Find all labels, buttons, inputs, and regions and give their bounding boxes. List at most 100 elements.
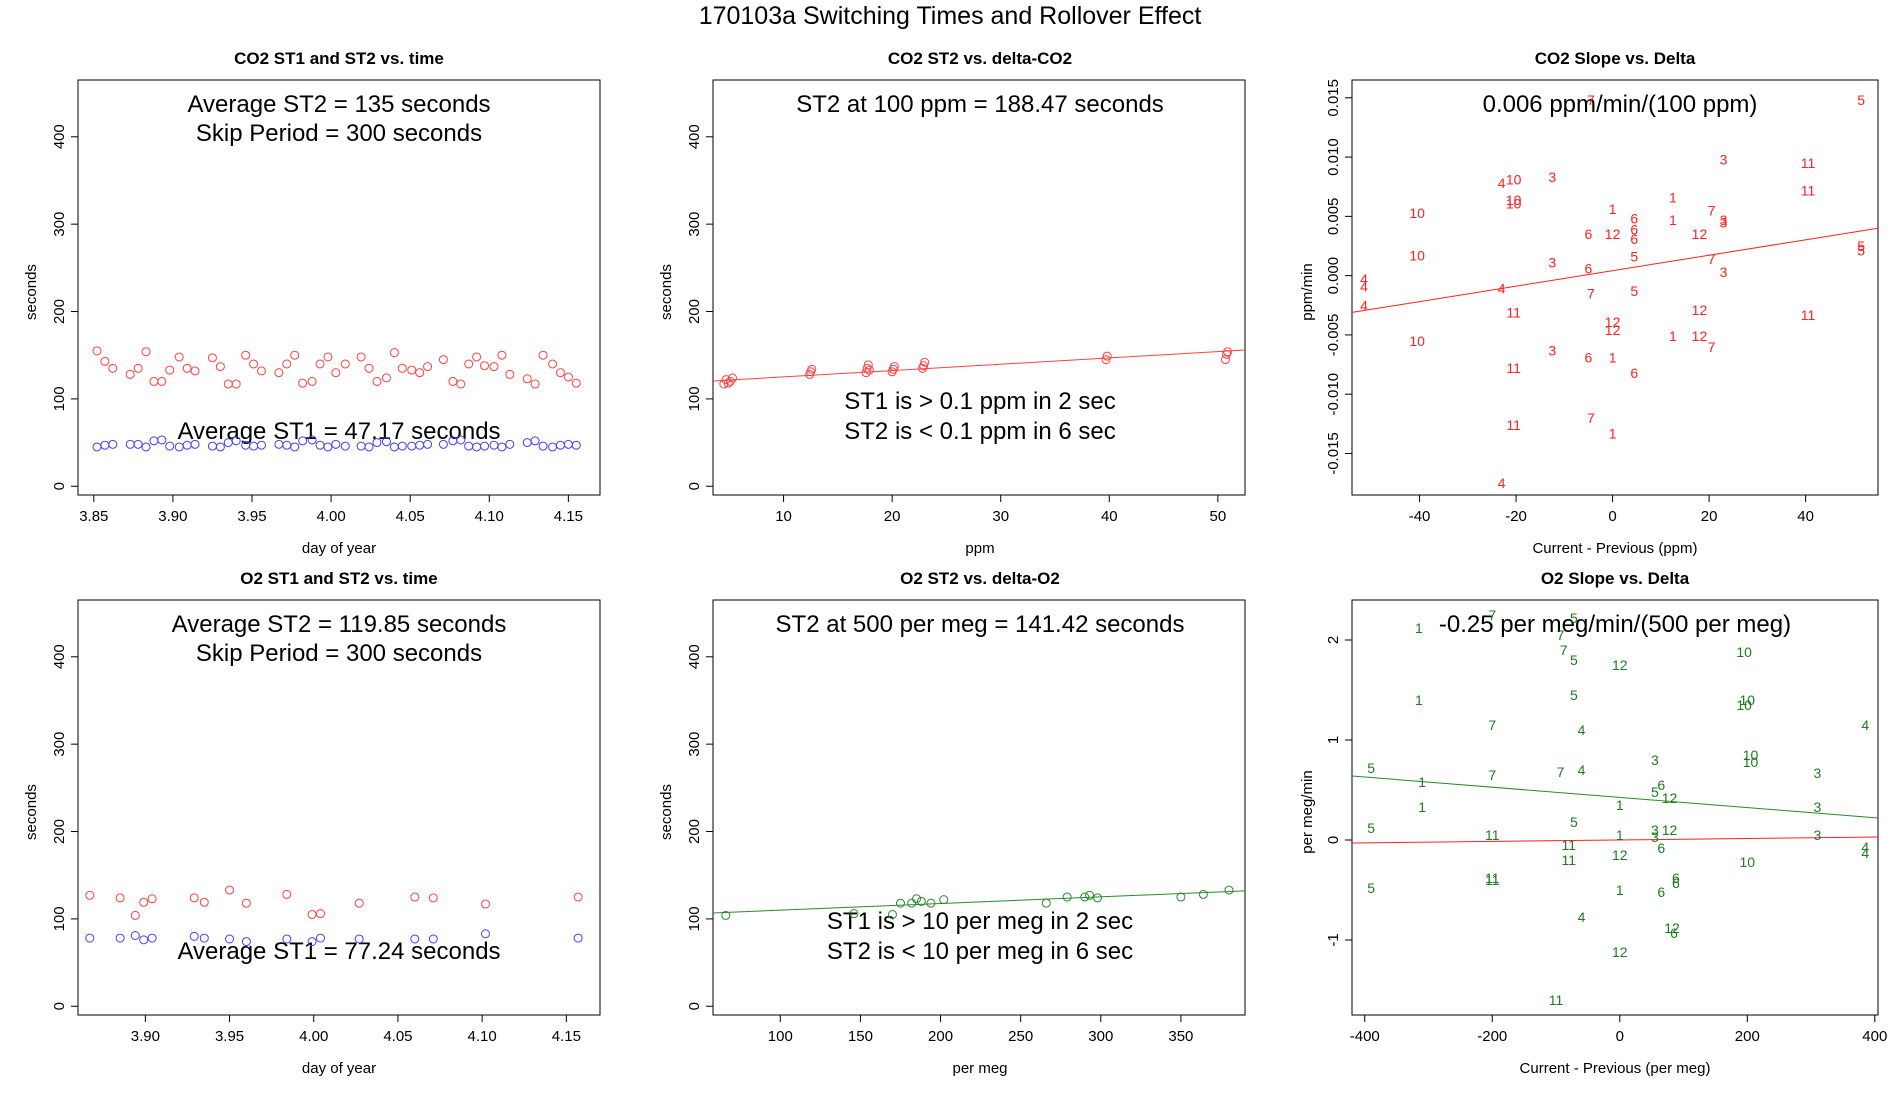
x-tick-label: 200 — [928, 1028, 953, 1045]
data-point-label: 4 — [1498, 281, 1506, 297]
panel-title: CO2 ST2 vs. delta-CO2 — [888, 49, 1072, 68]
data-point — [108, 363, 118, 373]
data-point — [571, 440, 581, 450]
panel-o2-st-time: O2 ST1 and ST2 vs. time Average ST2 = 11… — [0, 560, 633, 1100]
data-point — [863, 360, 873, 370]
data-point — [1224, 885, 1234, 895]
data-point — [497, 442, 507, 452]
x-tick-label: 3.85 — [79, 508, 108, 525]
plot-frame — [1351, 599, 1879, 1016]
data-point — [530, 436, 540, 446]
data-point-label: 1 — [1616, 827, 1624, 843]
data-point — [530, 379, 540, 389]
data-point — [497, 350, 507, 360]
data-point — [728, 373, 738, 383]
data-point — [331, 439, 341, 449]
fit-line — [1352, 775, 1878, 819]
y-tick-label: 200 — [51, 819, 68, 844]
panel-title: CO2 ST1 and ST2 vs. time — [234, 49, 444, 68]
data-point-label: 12 — [1612, 657, 1628, 673]
data-point — [1093, 893, 1103, 903]
data-point — [555, 440, 565, 450]
data-point-label: 4 — [1360, 271, 1368, 287]
y-tick-label: 2 — [1325, 636, 1342, 644]
data-point-label: 10 — [1506, 195, 1522, 211]
data-point-label: 5 — [1367, 880, 1375, 896]
panel-title: O2 Slope vs. Delta — [1541, 569, 1690, 588]
data-point — [919, 361, 929, 371]
data-point-label: 7 — [1587, 410, 1595, 426]
data-point-label: 7 — [1587, 285, 1595, 301]
data-point — [189, 893, 199, 903]
data-point — [428, 934, 438, 944]
x-tick-label: 4.05 — [383, 1028, 412, 1045]
data-point — [207, 353, 217, 363]
annotation-st1-threshold: ST1 is > 10 per meg in 2 sec — [827, 908, 1133, 935]
y-tick-label: 300 — [51, 732, 68, 757]
plot-area — [85, 885, 583, 947]
annotation-st2-at-100ppm: ST2 at 100 ppm = 188.47 seconds — [796, 91, 1164, 118]
data-point — [555, 368, 565, 378]
data-point — [133, 439, 143, 449]
data-point-label: 7 — [1557, 627, 1565, 643]
fit-line — [1352, 227, 1878, 313]
x-tick-label: 4.05 — [396, 508, 425, 525]
plot-frame — [712, 79, 1246, 496]
x-tick-label: 3.95 — [237, 508, 266, 525]
data-point-label: 6 — [1657, 884, 1665, 900]
data-point-label: 3 — [1651, 829, 1659, 845]
y-tick-label: 100 — [51, 906, 68, 931]
data-point-label: 10 — [1743, 747, 1759, 763]
data-point-label: 12 — [1605, 314, 1621, 330]
x-tick-label: 40 — [1101, 508, 1118, 525]
data-point — [381, 373, 391, 383]
y-tick-label: 1 — [1325, 736, 1342, 744]
data-point — [862, 363, 872, 373]
data-point — [407, 365, 417, 375]
data-point-label: 11 — [1562, 852, 1577, 868]
data-point — [1080, 892, 1090, 902]
data-point — [139, 897, 149, 907]
data-point — [189, 931, 199, 941]
data-point — [141, 347, 151, 357]
data-point-label: 7 — [1708, 251, 1716, 267]
data-point — [100, 356, 110, 366]
data-point — [895, 898, 905, 908]
panel-o2-slope-delta: O2 Slope vs. Delta -0.25 per meg/min/(50… — [1266, 560, 1900, 1100]
data-point — [290, 350, 300, 360]
data-point — [573, 892, 583, 902]
x-axis-label: ppm — [965, 540, 994, 557]
data-point — [307, 937, 317, 947]
data-point — [364, 363, 374, 373]
x-tick-label: 4.00 — [316, 508, 345, 525]
data-point-label: 4 — [1861, 845, 1869, 861]
plot-frame — [1351, 79, 1879, 496]
data-point-label: 5 — [1857, 92, 1865, 108]
data-point-label: 1 — [1669, 189, 1677, 205]
data-point — [372, 376, 382, 386]
y-tick-label: 100 — [686, 906, 703, 931]
data-point-label: 6 — [1630, 211, 1638, 227]
data-point — [571, 378, 581, 388]
y-tick-label: 200 — [686, 299, 703, 324]
data-point-label: 10 — [1736, 697, 1752, 713]
data-point-label: 11 — [1801, 307, 1816, 323]
data-point — [356, 352, 366, 362]
data-point — [372, 438, 382, 448]
data-point — [130, 910, 140, 920]
data-point — [1220, 355, 1230, 365]
data-point — [298, 378, 308, 388]
data-point-label: 3 — [1548, 342, 1556, 358]
data-point-label: 10 — [1740, 692, 1756, 708]
data-point — [573, 933, 583, 943]
x-tick-label: 300 — [1088, 1028, 1113, 1045]
data-point — [464, 359, 474, 369]
data-point-label: 4 — [1498, 175, 1506, 191]
y-tick-label: 0 — [686, 1002, 703, 1010]
x-tick-label: 4.10 — [475, 508, 504, 525]
data-point — [307, 376, 317, 386]
data-point-label: 4 — [1360, 278, 1368, 294]
data-point — [298, 436, 308, 446]
data-point-label: 6 — [1630, 365, 1638, 381]
